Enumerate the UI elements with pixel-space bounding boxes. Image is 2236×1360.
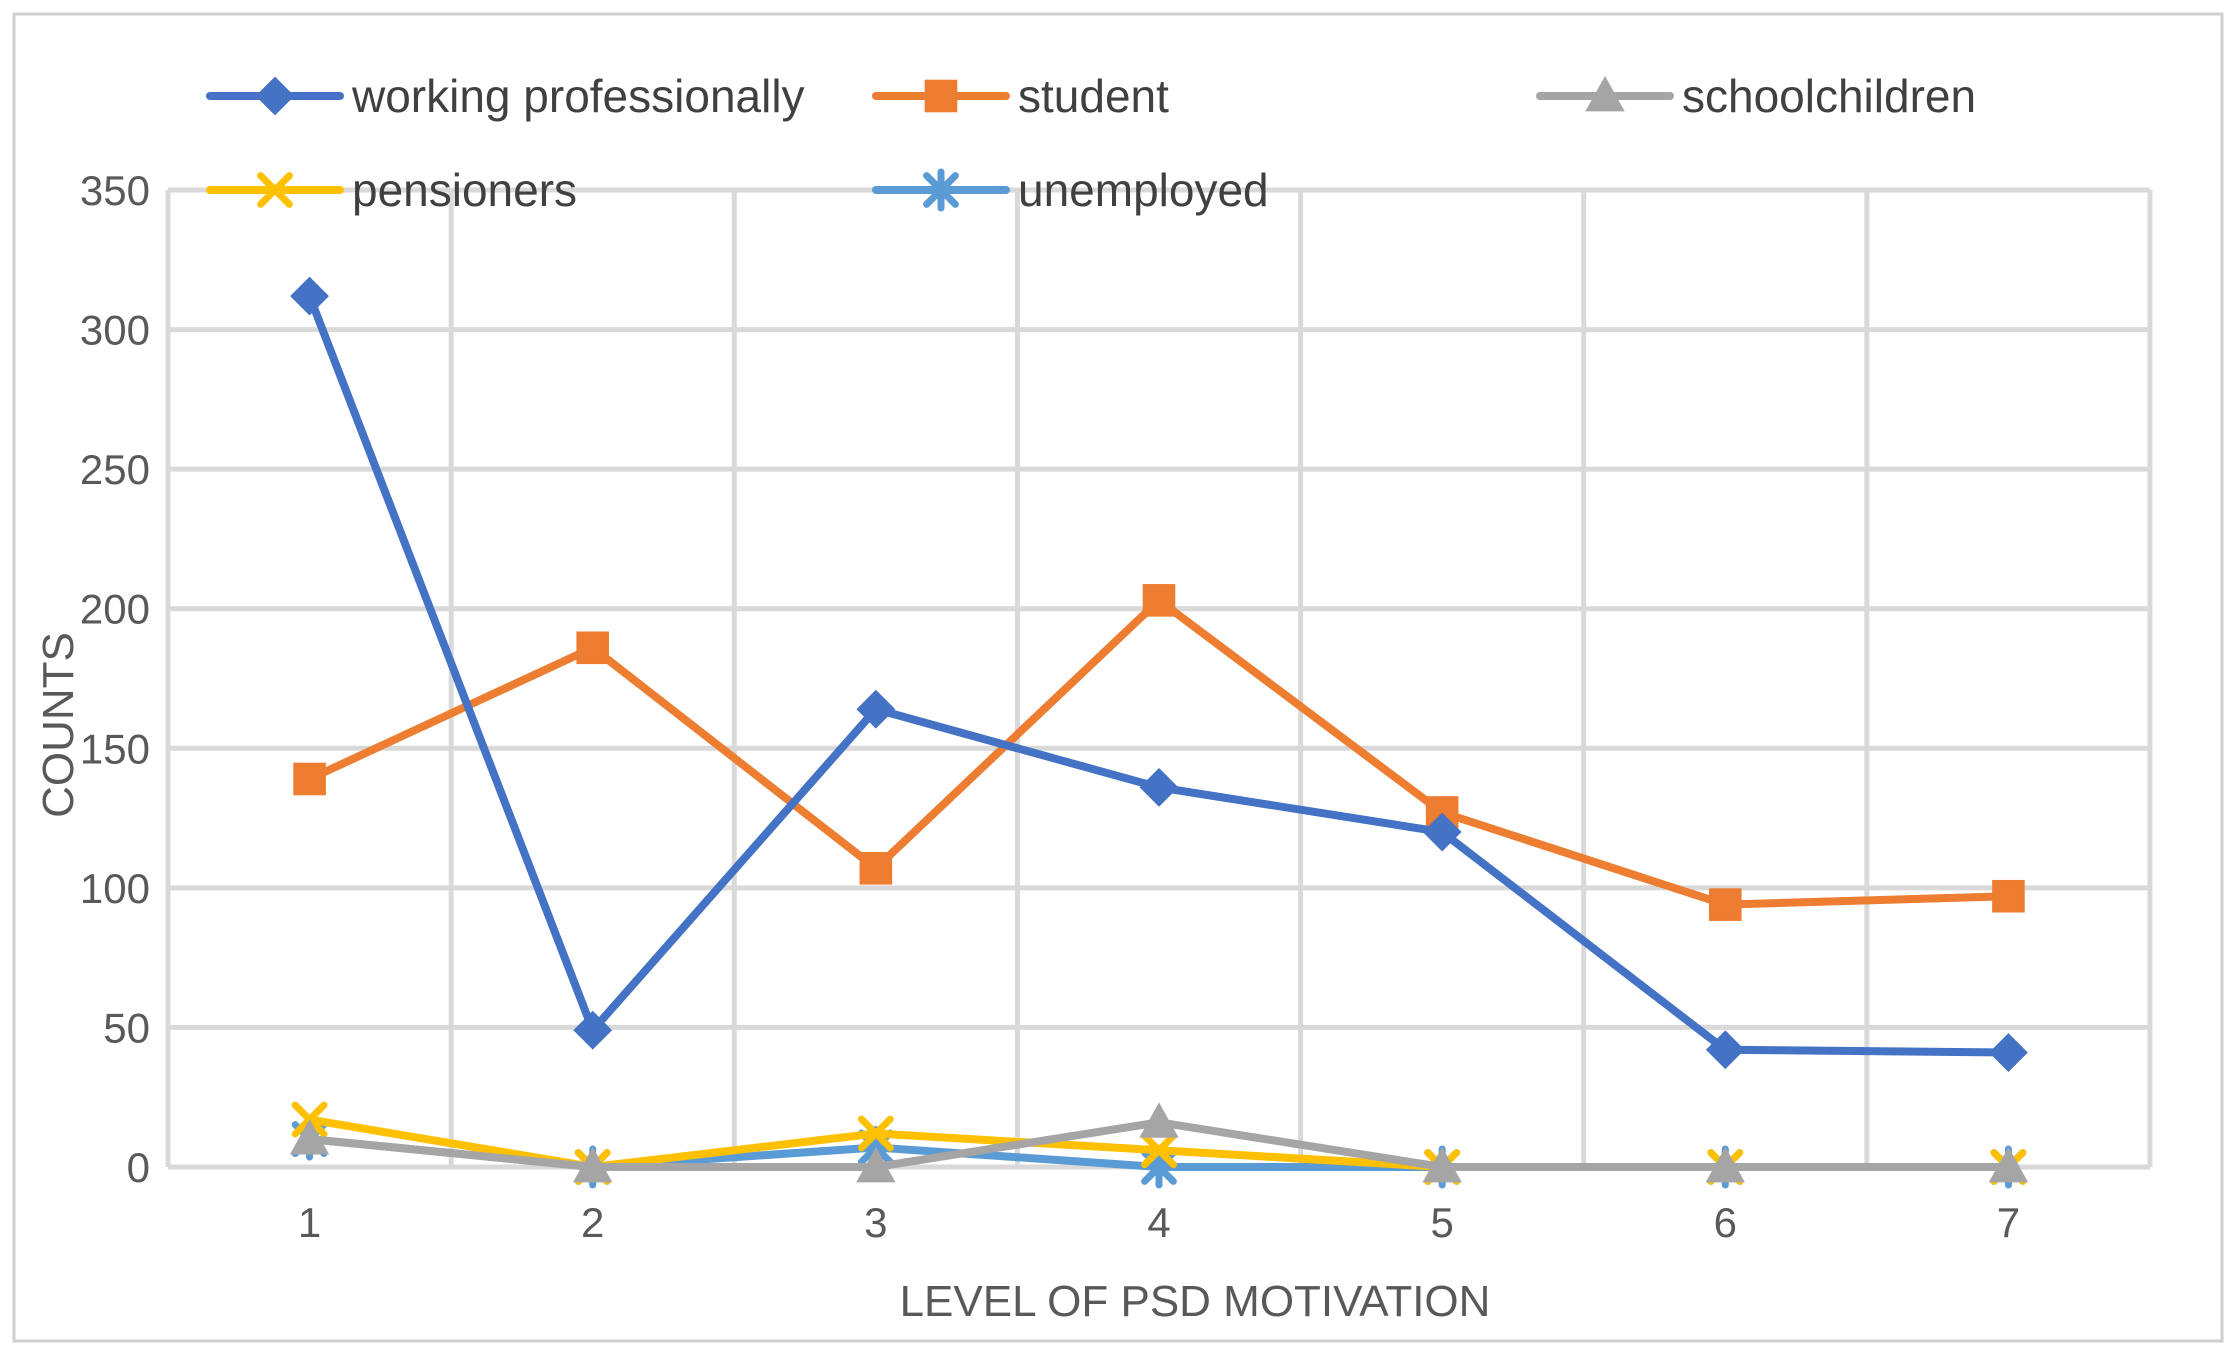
data-point-student [859,852,893,885]
data-point-working-professionally [1705,1030,1745,1070]
legend-item-schoolchildren: schoolchildren [1536,70,1976,122]
legend-marker [924,79,958,113]
y-tick-label: 200 [80,586,150,633]
data-point-schoolchildren [573,1146,613,1183]
y-tick-label: 150 [80,725,150,772]
series-working-professionally [290,276,2028,1072]
x-tick-label: 7 [1997,1199,2020,1246]
data-point-student [293,762,326,796]
legend-label: working professionally [351,70,805,122]
legend-marker [1585,75,1625,112]
legend-item-pensioners: pensioners [206,164,577,216]
y-tick-label: 50 [103,1004,150,1051]
data-point-working-professionally [856,689,896,729]
y-tick-label: 0 [127,1144,150,1191]
data-point-schoolchildren [1422,1146,1462,1183]
legend-marker [923,168,959,212]
data-point-pensioners [1141,1132,1177,1169]
y-axis-title: COUNTS [34,632,83,818]
series-schoolchildren [289,1102,2029,1183]
legend: working professionally student schoolchild… [206,70,1976,216]
data-point-working-professionally [290,276,329,316]
x-tick-label: 5 [1430,1199,1453,1246]
data-point-working-professionally [1139,767,1179,807]
data-point-schoolchildren [856,1146,896,1183]
series-lines [289,276,2029,1189]
x-tick-label: 1 [298,1199,321,1246]
data-point-pensioners [857,1115,894,1152]
x-tick-label: 4 [1147,1199,1170,1246]
data-point-student [1142,584,1176,617]
legend-item-student: student [872,70,1169,122]
y-tick-label: 100 [80,865,150,912]
data-point-student [576,631,610,665]
x-tick-label: 6 [1714,1199,1737,1246]
legend-label: schoolchildren [1682,70,1976,122]
data-point-schoolchildren [1139,1102,1179,1138]
data-point-schoolchildren [1988,1146,2029,1183]
data-point-schoolchildren [289,1119,330,1155]
data-point-working-professionally [1422,812,1462,852]
data-point-schoolchildren [1705,1146,1745,1183]
x-tick-label: 2 [581,1199,604,1246]
data-point-student [1708,888,1742,921]
y-tick-label: 300 [80,307,150,354]
legend-marker [255,76,295,116]
legend-label: pensioners [352,164,577,216]
chart-frame [12,12,2224,1343]
legend-marker [257,172,293,208]
x-tick-label: 3 [864,1199,887,1246]
axes: 0 50 100 150 200 250 300 350 1 2 3 4 5 6 7 [80,167,2020,1246]
y-tick-label: 350 [80,167,150,214]
legend-item-working-professionally: working professionally [206,70,805,122]
legend-label: student [1018,70,1169,122]
legend-label: unemployed [1018,164,1269,216]
legend-item-unemployed: unemployed [872,164,1269,216]
data-point-student [1992,879,2025,913]
x-axis-title: LEVEL OF PSD MOTIVATION [900,1277,1491,1326]
data-point-working-professionally [573,1010,613,1050]
y-tick-label: 250 [80,446,150,493]
data-point-working-professionally [1989,1033,2028,1072]
